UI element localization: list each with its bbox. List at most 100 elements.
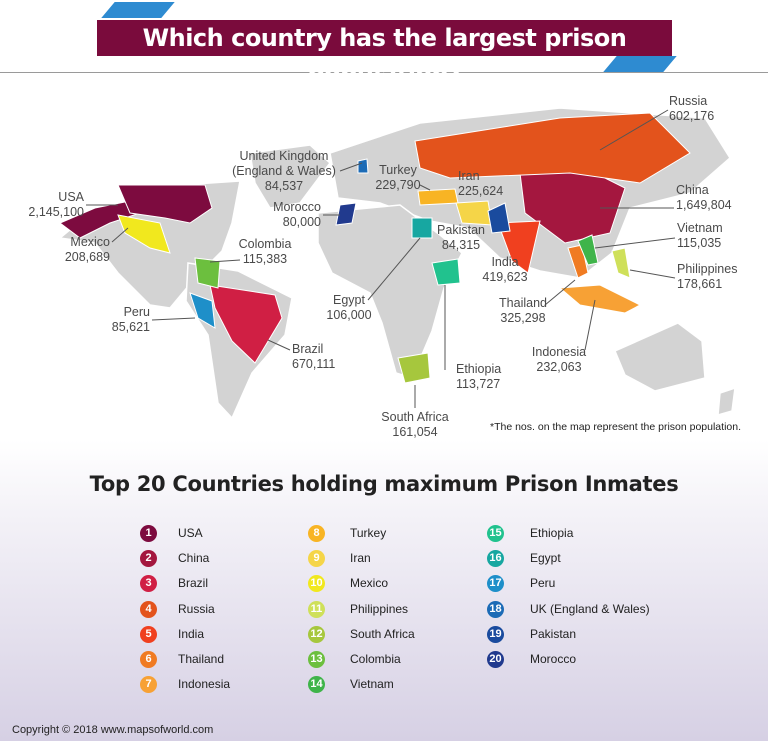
leader-line	[599, 109, 669, 151]
title: Which country has the largest prison pop…	[97, 20, 672, 88]
country-name: Russia	[669, 94, 708, 108]
map-label: USA 2,145,100	[28, 190, 84, 220]
rank-country: Russia	[178, 601, 215, 616]
country-name: Ethiopia	[456, 362, 502, 376]
prison-count: 602,176	[669, 109, 715, 123]
country-name: United Kingdom (England & Wales)	[232, 149, 336, 178]
country-shape	[397, 352, 431, 384]
rank-badge: 15	[487, 525, 504, 542]
rank-badge: 6	[140, 651, 157, 668]
map-label: Peru 85,621	[112, 305, 150, 335]
rank-badge: 18	[487, 600, 504, 618]
map-label: Philippines 178,661	[677, 262, 737, 292]
prison-count: 178,661	[677, 277, 723, 291]
rank-country: Iran	[350, 551, 371, 566]
prison-count: 229,790	[375, 178, 421, 192]
map-label: Colombia 115,383	[239, 237, 292, 267]
country-name: Morocco	[273, 200, 321, 214]
prison-count: 208,689	[64, 250, 110, 264]
rank-badge: 12	[308, 625, 325, 643]
country-shape	[497, 220, 541, 274]
decor-stripe	[101, 2, 175, 18]
rank-badge: 2	[140, 550, 157, 568]
map-label: Morocco 80,000	[273, 200, 321, 230]
prison-count: 2,145,100	[28, 205, 84, 219]
prison-count: 106,000	[326, 308, 372, 322]
rank-badge: 4	[140, 600, 157, 618]
decor-stripe	[603, 56, 677, 72]
highlighted-countries	[59, 112, 691, 384]
map-label: Ethiopia 113,727	[456, 362, 501, 392]
country-shape	[417, 188, 459, 206]
country-name: Mexico	[70, 235, 110, 249]
rank-country: Turkey	[350, 526, 387, 540]
country-name: Peru	[123, 305, 150, 319]
leader-line	[267, 339, 291, 351]
prison-count: 113,727	[456, 377, 501, 391]
country-name: South Africa	[381, 410, 449, 424]
country-shape	[414, 112, 691, 184]
country-name: USA	[58, 190, 84, 204]
country-shape	[209, 284, 283, 364]
rank-badge: 5	[140, 625, 157, 643]
map-label: Iran 225,624	[458, 169, 503, 199]
map-label: Russia 602,176	[669, 94, 714, 124]
rank-badge: 13	[308, 651, 325, 668]
prison-count: 1,649,804	[676, 198, 732, 212]
country-shape	[411, 217, 433, 239]
country-name: China	[676, 183, 709, 197]
leader-line	[419, 184, 431, 191]
leader-line	[151, 317, 196, 321]
rank-badge: 19	[487, 625, 504, 643]
country-shape	[189, 292, 216, 329]
prison-count: 225,624	[458, 184, 504, 198]
rank-badge: 16	[487, 550, 504, 568]
rank-badge: 14	[308, 676, 325, 694]
country-name: Pakistan	[437, 223, 485, 237]
prison-count: 419,623	[482, 270, 528, 284]
leader-line	[544, 279, 576, 306]
rank-country: Mexico	[350, 576, 389, 591]
map-label: Thailand 325,298	[499, 296, 547, 326]
leader-line	[594, 237, 676, 249]
map-label: United Kingdom (England & Wales) 84,537	[221, 149, 347, 194]
country-shape	[117, 214, 171, 254]
australia	[614, 322, 706, 392]
country-name: Indonesia	[531, 345, 587, 359]
rank-country: Colombia	[350, 652, 401, 666]
country-shape	[487, 202, 511, 234]
map-label: Pakistan 84,315	[437, 223, 485, 253]
leader-line	[209, 259, 241, 263]
country-name: Iran	[458, 169, 480, 183]
rank-country: Morocco	[530, 652, 577, 666]
rank-country: Thailand	[178, 652, 225, 666]
rank-country: India	[178, 626, 205, 641]
prison-count: 85,621	[111, 320, 150, 334]
country-shape	[117, 184, 213, 224]
map-label: China 1,649,804	[676, 183, 732, 213]
map-label: Brazil 670,111	[292, 342, 335, 372]
country-shape	[455, 200, 493, 226]
rank-badge: 17	[487, 575, 504, 593]
leader-line	[339, 162, 363, 172]
prison-count: 325,298	[500, 311, 546, 325]
rank-country: Vietnam	[350, 677, 394, 692]
rank-country: Pakistan	[530, 626, 577, 641]
country-name: Philippines	[677, 262, 738, 276]
map-label: Indonesia 232,063	[532, 345, 586, 375]
rank-badge: 10	[308, 575, 325, 593]
country-name: Egypt	[333, 293, 365, 307]
prison-count: 80,000	[282, 215, 321, 229]
leader-line	[367, 237, 421, 301]
new-zealand	[717, 386, 736, 417]
rank-country: UK (England & Wales)	[530, 601, 650, 616]
country-name: Vietnam	[677, 221, 723, 235]
footer: Copyright © 2018 www.mapsofworld.com	[12, 724, 214, 736]
rank-country: South Africa	[350, 626, 415, 641]
rank-country: Brazil	[178, 576, 209, 591]
list-title: Top 20 Countries holding maximum Prison …	[89, 472, 679, 496]
rank-country: Philippines	[350, 601, 409, 616]
rank-country: Ethiopia	[530, 526, 574, 540]
leader-line	[584, 299, 596, 351]
country-shape	[431, 258, 461, 286]
